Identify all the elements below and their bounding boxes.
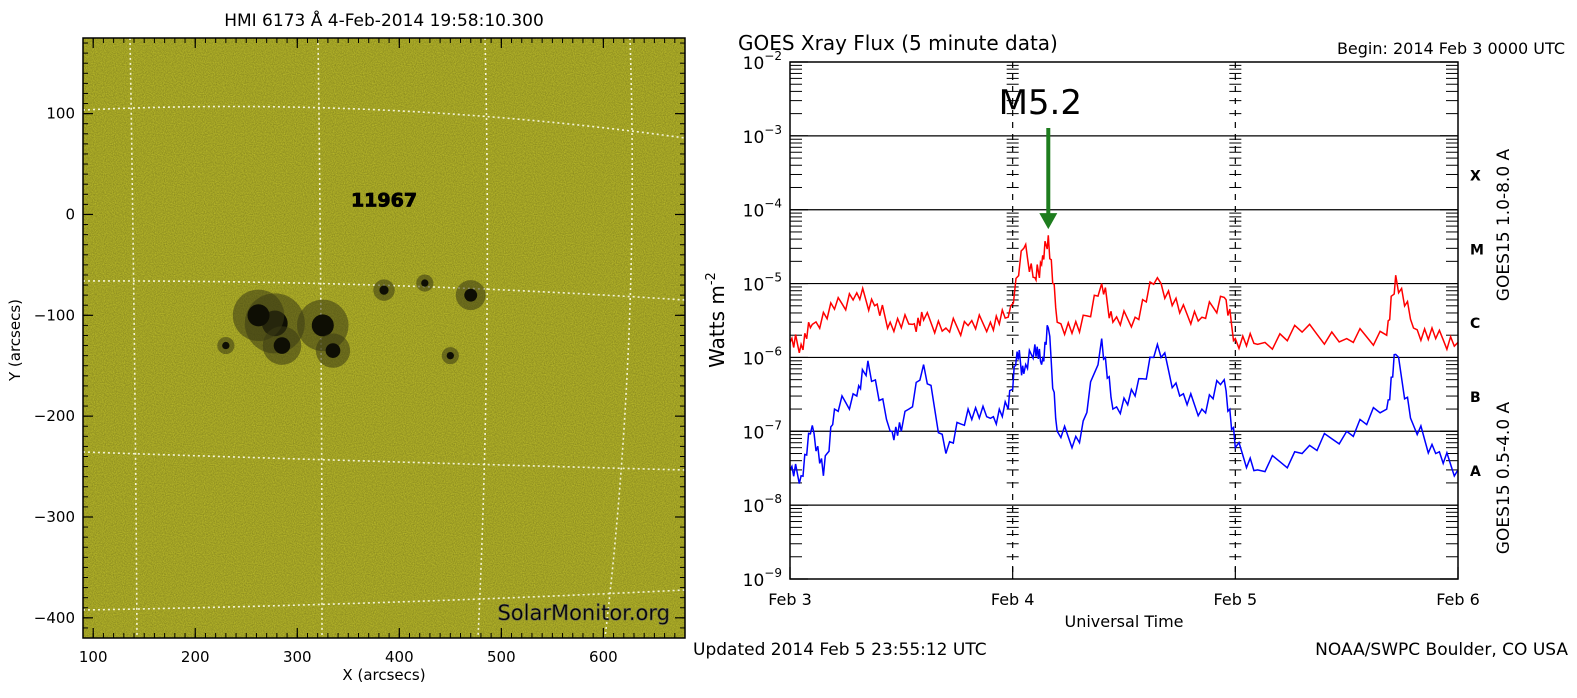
noaa-credit: NOAA/SWPC Boulder, CO USA	[1315, 640, 1568, 660]
hmi-y-ticks: 100 0 −100 −200 −300 −400	[34, 105, 685, 627]
sunspot-umbra-3	[311, 314, 334, 337]
flux-level-lines	[790, 135, 1458, 506]
goes-y-tick-exponent: −4	[764, 197, 782, 211]
goes-y-tick-exponent: −2	[764, 49, 782, 63]
hmi-x-tick-label: 600	[589, 648, 618, 666]
goes-x-tick-label: Feb 6	[1436, 590, 1480, 609]
goes-y-tick-exponent: −3	[764, 123, 782, 137]
sunspot-umbra-1	[247, 304, 270, 327]
legend-short-wavelength: GOES15 0.5-4.0 A	[1494, 401, 1514, 554]
hmi-x-tick-label: 200	[181, 648, 210, 666]
flare-class-label: M	[1470, 242, 1484, 258]
goes-y-tick-label: 10−5	[743, 271, 782, 296]
goes-title: GOES Xray Flux (5 minute data)	[738, 31, 1058, 55]
goes-y-label: Watts m-2	[704, 272, 729, 368]
day-boundary-lines	[1012, 62, 1236, 579]
goes-y-ticks: 10−210−310−410−510−610−710−810−9	[743, 49, 1458, 591]
goes-y-tick-base: 10	[743, 54, 765, 74]
goes-y-tick-base: 10	[743, 202, 765, 222]
flare-class-label: X	[1470, 168, 1481, 184]
sunspot-umbra-4	[325, 343, 341, 358]
hmi-y-label: Y (arcsecs)	[6, 299, 24, 382]
goes-y-label-text: Watts m	[705, 285, 729, 368]
flare-class-label: B	[1470, 390, 1481, 406]
flare-class-label: C	[1470, 316, 1480, 332]
hmi-y-tick-label: −300	[34, 508, 75, 526]
sunspot-umbra-9	[222, 341, 230, 350]
hmi-y-tick-label: 100	[46, 105, 75, 123]
goes-y-tick-exponent: −8	[764, 492, 782, 506]
sunspot-umbra-2	[273, 337, 291, 354]
updated-timestamp: Updated 2014 Feb 5 23:55:12 UTC	[693, 640, 987, 660]
goes-y-tick-label: 10−8	[743, 492, 782, 517]
flare-arrow-head	[1039, 213, 1058, 230]
goes-begin-label: Begin: 2014 Feb 3 0000 UTC	[1337, 39, 1565, 58]
hmi-y-tick-label: 0	[65, 205, 75, 223]
hmi-x-tick-label: 300	[283, 648, 312, 666]
goes-y-tick-base: 10	[743, 276, 765, 296]
goes-y-tick-base: 10	[743, 571, 765, 591]
goes-x-tick-label: Feb 5	[1214, 590, 1258, 609]
hmi-x-tick-label: 500	[487, 648, 516, 666]
goes-panel: GOES Xray Flux (5 minute data) Begin: 20…	[693, 31, 1568, 660]
solarmonitor-watermark: SolarMonitor.org	[497, 601, 670, 625]
goes-y-tick-base: 10	[743, 349, 765, 369]
flare-annotation: M5.2	[999, 83, 1082, 230]
goes-y-tick-label: 10−2	[743, 49, 782, 74]
sunspot-umbra-5	[464, 288, 478, 302]
goes-y-tick-exponent: −7	[764, 418, 782, 432]
sunspot-umbra-7	[421, 279, 429, 287]
goes-frame	[789, 61, 1459, 580]
hmi-x-tick-label: 100	[79, 648, 108, 666]
goes-y-tick-base: 10	[743, 497, 765, 517]
hmi-image	[83, 38, 685, 638]
hmi-x-label: X (arcsecs)	[342, 666, 425, 684]
hmi-x-ticks: 100 200 300 400 500 600	[79, 38, 618, 666]
hmi-y-tick-label: −100	[34, 306, 75, 324]
goes-y-tick-label: 10−4	[743, 197, 782, 222]
sunspot-umbra-6	[379, 285, 389, 295]
goes-y-tick-base: 10	[743, 128, 765, 148]
flare-annotation-text: M5.2	[999, 83, 1082, 123]
goes-x-ticks: Feb 3 Feb 4 Feb 5 Feb 6	[768, 567, 1480, 609]
hmi-y-tick-label: −200	[34, 407, 75, 425]
sunspot-group	[217, 274, 486, 368]
hmi-panel: HMI 6173 Å 4-Feb-2014 19:58:10.300 100 20…	[6, 9, 686, 684]
goes-y-tick-exponent: −6	[764, 344, 782, 358]
goes-x-label: Universal Time	[1064, 612, 1183, 631]
goes-y-tick-exponent: −5	[764, 271, 782, 285]
goes-y-tick-base: 10	[743, 423, 765, 443]
goes-plot-area	[790, 235, 1458, 484]
flare-class-label: A	[1470, 464, 1481, 480]
hmi-x-tick-label: 400	[385, 648, 414, 666]
goes-x-tick-label: Feb 3	[768, 590, 812, 609]
goes-y-tick-exponent: −9	[764, 566, 782, 580]
hmi-noise	[83, 38, 685, 638]
hmi-y-tick-label: −400	[34, 609, 75, 627]
goes-y-tick-label: 10−7	[743, 418, 782, 443]
flare-class-labels: X M C B A	[1470, 168, 1484, 479]
series-short-wavelength	[790, 325, 1458, 484]
region-number-label: 11967	[351, 189, 417, 211]
goes-y-tick-label: 10−9	[743, 566, 782, 591]
goes-minor-ticks	[790, 64, 1458, 558]
goes-y-tick-label: 10−3	[743, 123, 782, 148]
hmi-frame	[82, 37, 686, 639]
hmi-title: HMI 6173 Å 4-Feb-2014 19:58:10.300	[224, 9, 544, 31]
sunspot-umbra-8	[446, 351, 454, 360]
goes-x-tick-label: Feb 4	[991, 590, 1035, 609]
series-long-wavelength	[790, 235, 1458, 354]
goes-y-label-sup: -2	[704, 272, 719, 285]
goes-y-tick-label: 10−6	[743, 344, 782, 369]
legend-long-wavelength: GOES15 1.0-8.0 A	[1494, 148, 1514, 301]
